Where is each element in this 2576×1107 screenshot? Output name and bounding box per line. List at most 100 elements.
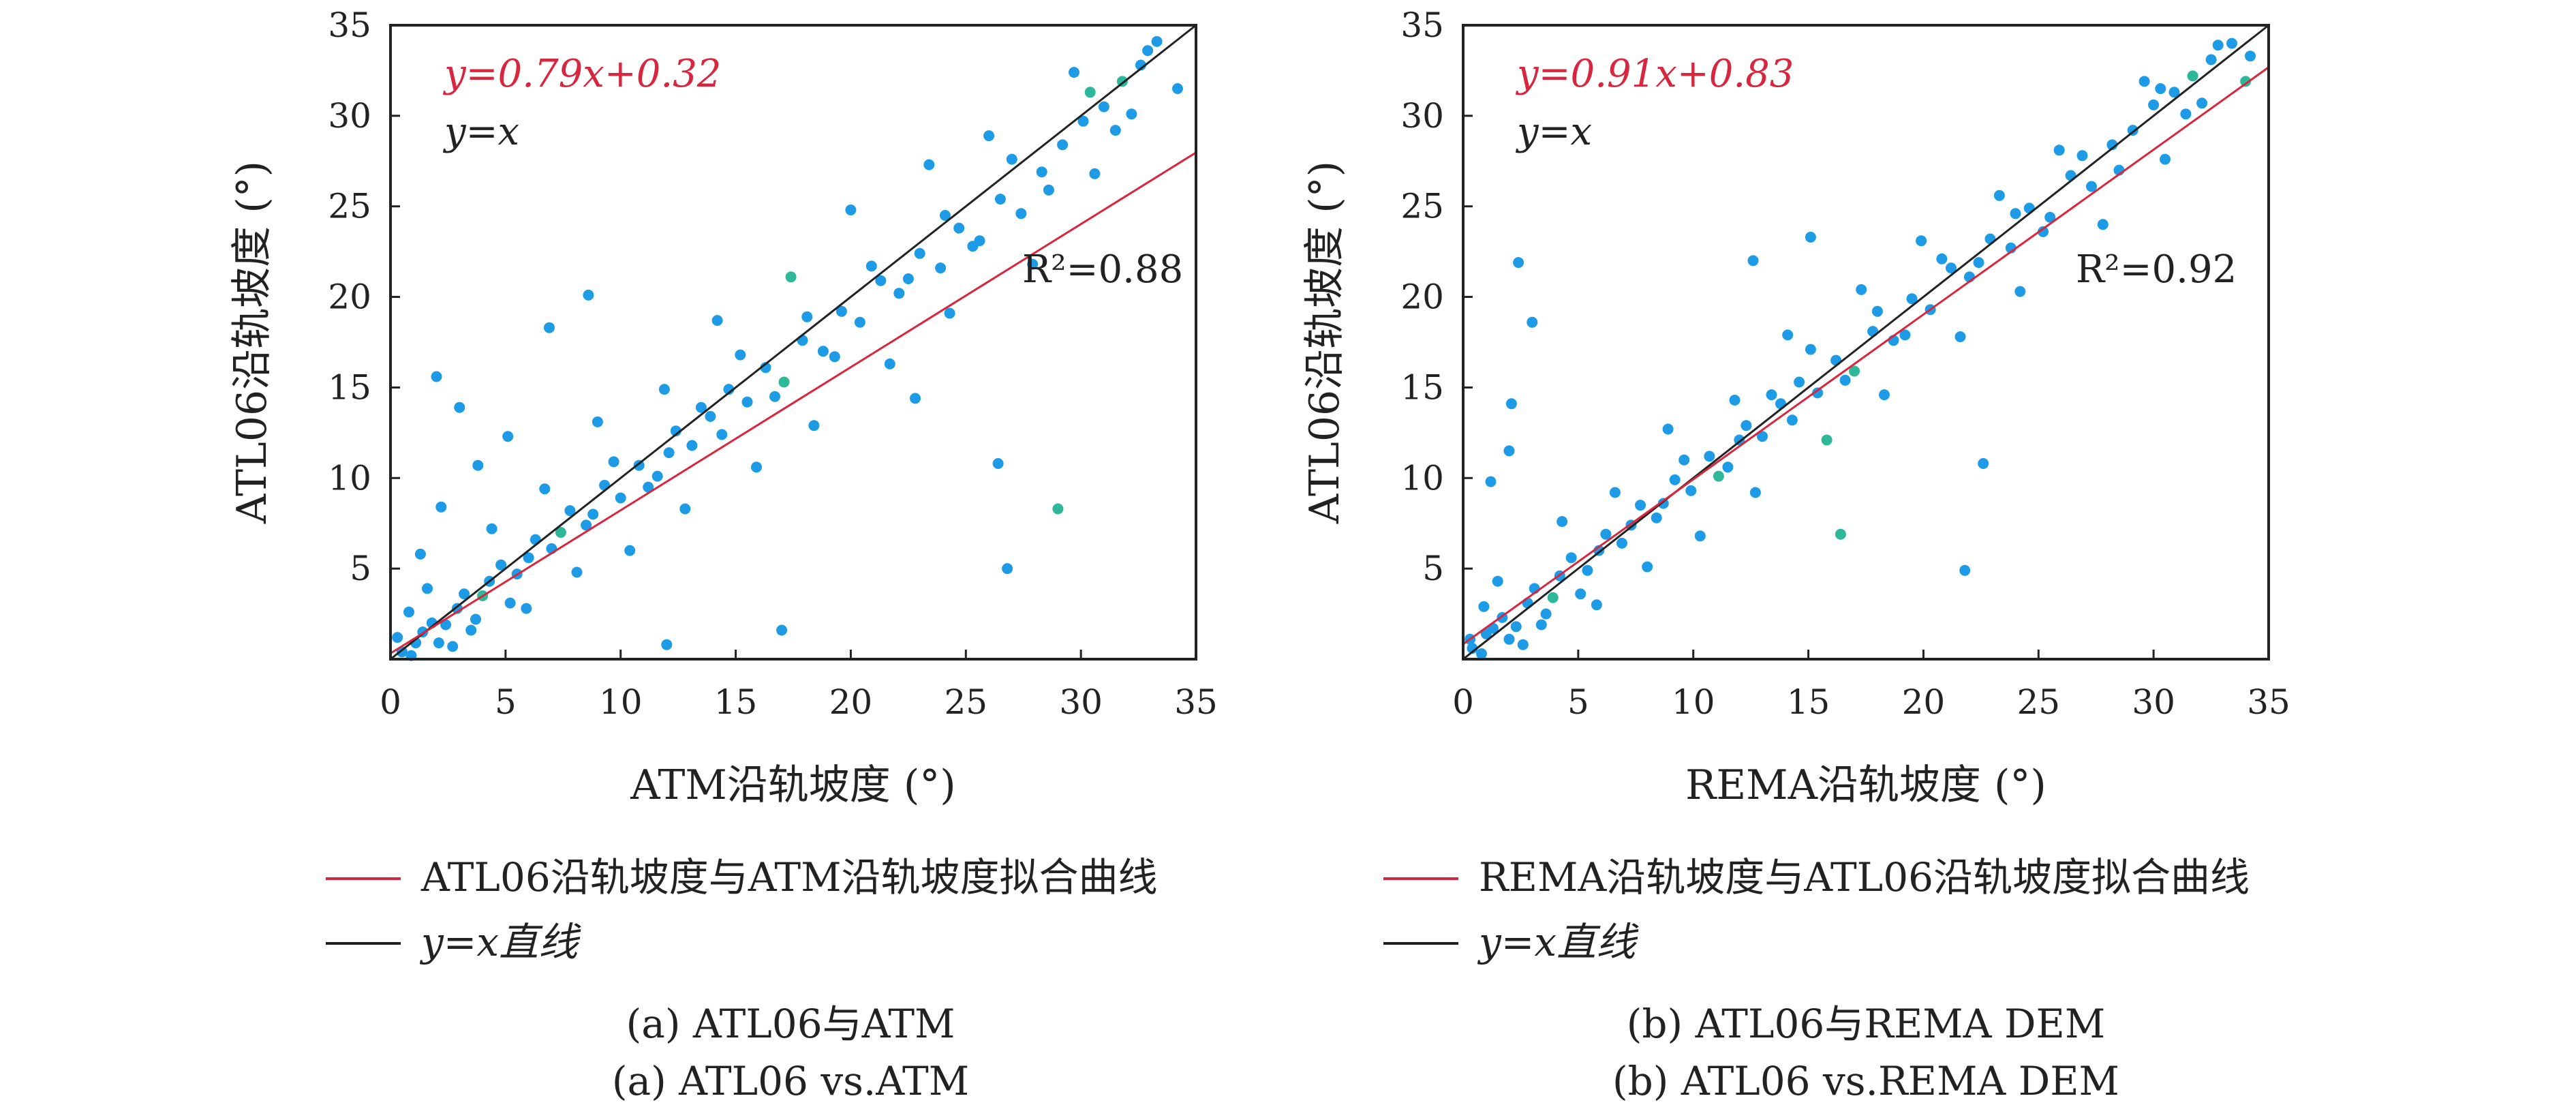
plot-frame-b <box>1462 24 2270 661</box>
data-point <box>2240 76 2252 87</box>
data-point <box>1591 599 1602 611</box>
y-tick-label: 15 <box>328 367 371 407</box>
data-point <box>845 204 857 215</box>
x-tick-label: 10 <box>599 682 643 722</box>
data-point <box>1642 561 1653 573</box>
data-point <box>1109 125 1121 136</box>
data-point <box>902 273 914 284</box>
data-point <box>2097 219 2109 230</box>
data-point <box>769 391 780 402</box>
y-tick-label: 10 <box>328 458 371 498</box>
data-point <box>1600 528 1612 540</box>
data-point <box>1669 474 1681 485</box>
data-point <box>893 288 905 299</box>
x-axis-label-a: ATM沿轨坡度 (°) <box>630 761 955 809</box>
x-tick-label: 30 <box>2132 682 2175 722</box>
data-point <box>433 637 444 649</box>
data-point <box>1946 262 1957 274</box>
data-point <box>1662 423 1674 435</box>
data-point <box>1906 293 1918 305</box>
data-point <box>1609 487 1621 498</box>
data-point <box>581 519 592 531</box>
data-point <box>1959 564 1971 576</box>
data-point <box>521 603 532 614</box>
data-point <box>1151 35 1163 47</box>
data-point <box>1749 487 1761 498</box>
data-point <box>1775 398 1786 410</box>
x-tick-label: 0 <box>380 682 401 722</box>
data-point <box>1575 588 1586 600</box>
data-point <box>1704 451 1715 462</box>
data-point <box>953 222 965 234</box>
data-point <box>967 241 979 252</box>
data-point <box>2226 37 2237 49</box>
data-point <box>530 534 541 545</box>
legend-fit-label-a: ATL06沿轨坡度与ATM沿轨坡度拟合曲线 <box>420 854 1158 900</box>
identity-label-b: y=x <box>1515 110 1592 154</box>
data-point <box>1069 67 1079 78</box>
data-point <box>679 503 691 515</box>
data-point <box>854 316 865 328</box>
x-tick-label: 30 <box>1059 682 1103 722</box>
fit-equation-b: y=0.91x+0.83 <box>1515 52 1794 96</box>
data-point <box>1492 575 1503 587</box>
data-point <box>1505 398 1517 410</box>
axis-ticks-b: 0 5 10 15 20 25 30 35 5 10 15 20 25 30 35 <box>1400 5 2290 722</box>
panel-b: 0 5 10 15 20 25 30 35 5 10 15 20 25 30 35 y=0.91x+0.83… <box>1301 5 2290 1104</box>
data-point <box>1503 445 1515 457</box>
data-point <box>599 479 611 491</box>
data-point <box>459 588 470 600</box>
y-tick-label: 25 <box>1400 187 1444 226</box>
data-point <box>1899 329 1911 341</box>
data-point <box>1973 257 1984 269</box>
data-point <box>571 566 583 578</box>
data-point <box>983 130 995 142</box>
data-point <box>808 420 820 431</box>
data-point <box>1142 45 1154 57</box>
data-point <box>544 322 555 333</box>
fit-line-a <box>390 151 1197 654</box>
data-point <box>2014 286 2026 297</box>
data-point <box>422 583 433 594</box>
y-tick-label: 15 <box>1400 367 1444 407</box>
y-axis-label-a: ATL06沿轨坡度 (°) <box>228 161 276 524</box>
y-tick-label: 20 <box>328 277 371 317</box>
data-point <box>778 376 790 388</box>
data-point <box>2086 181 2097 192</box>
data-point <box>1766 389 1777 401</box>
x-tick-label: 35 <box>2247 682 2290 722</box>
data-point <box>2212 40 2224 51</box>
caption-cn-a: (a) ATL06与ATM <box>626 1001 955 1047</box>
data-point <box>663 447 675 459</box>
data-point <box>658 384 670 395</box>
data-point <box>495 559 507 571</box>
data-point <box>1993 189 2005 201</box>
data-point <box>865 260 877 272</box>
data-point <box>910 393 921 404</box>
data-point <box>2053 145 2065 156</box>
data-point <box>1015 208 1027 219</box>
data-point <box>1098 101 1109 112</box>
data-point <box>1856 284 1867 295</box>
identity-line-a <box>390 24 1197 661</box>
data-point <box>1089 168 1101 179</box>
x-tick-label: 25 <box>2017 682 2060 722</box>
data-point <box>994 194 1006 205</box>
data-point <box>1077 115 1089 127</box>
x-tick-label: 20 <box>1902 682 1946 722</box>
data-point <box>735 349 746 361</box>
identity-line-b <box>1462 24 2269 661</box>
x-tick-label: 15 <box>1787 682 1830 722</box>
data-point <box>817 346 829 357</box>
data-point <box>440 619 452 631</box>
data-point <box>2010 208 2021 219</box>
data-point <box>835 305 847 317</box>
data-point <box>1126 108 1137 120</box>
data-point <box>1513 257 1524 269</box>
data-point <box>1782 329 1794 341</box>
data-point <box>992 458 1004 469</box>
data-point <box>1936 253 1948 264</box>
y-tick-label: 30 <box>328 96 371 136</box>
data-point <box>624 545 636 556</box>
